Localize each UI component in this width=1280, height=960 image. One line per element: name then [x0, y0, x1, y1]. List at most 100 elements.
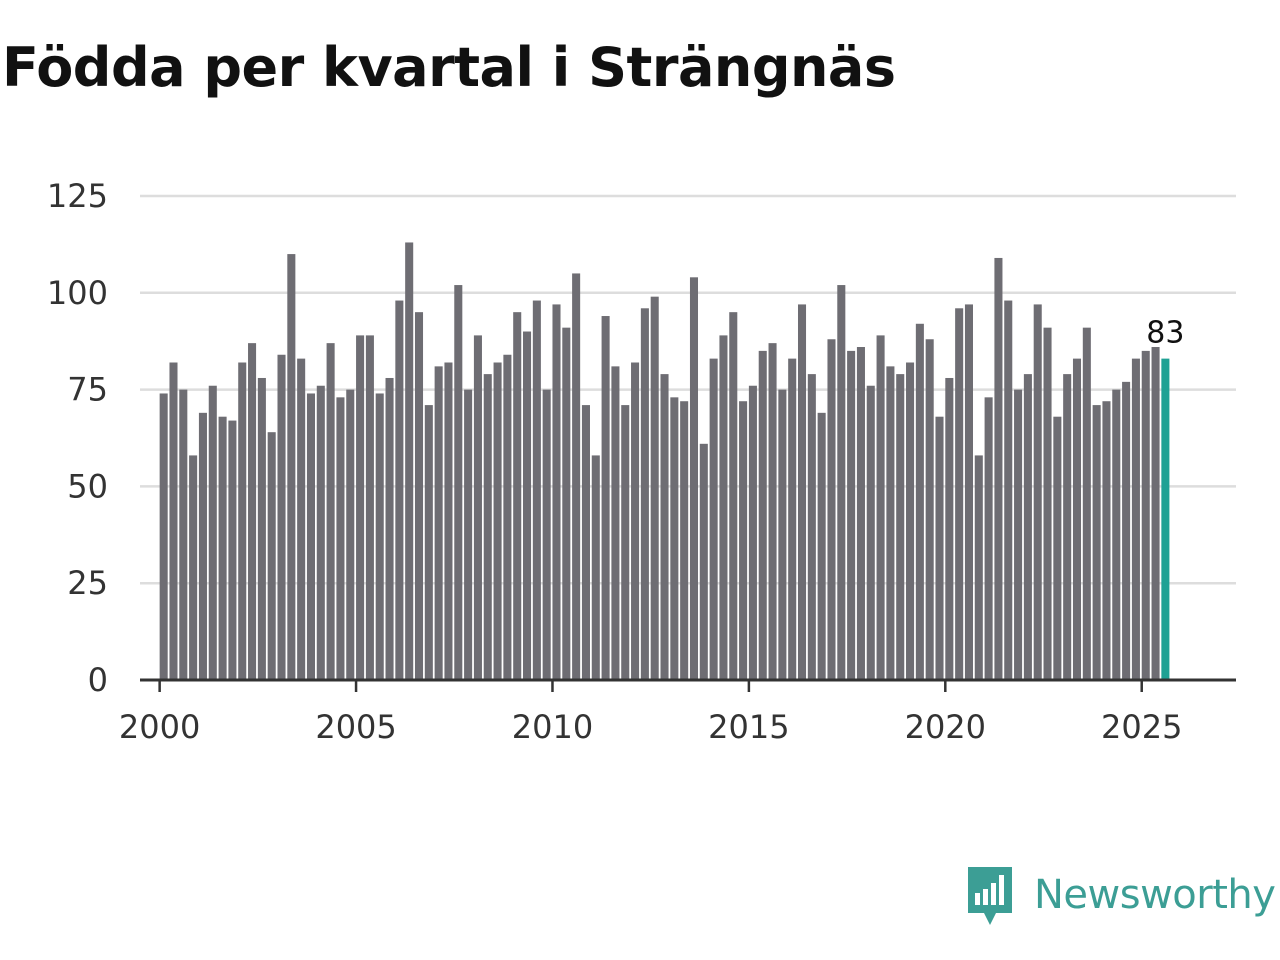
bar	[179, 389, 188, 680]
bar-series	[159, 242, 1170, 680]
bar	[454, 285, 463, 680]
bar	[650, 296, 659, 680]
bar	[218, 416, 227, 680]
bar	[228, 420, 237, 680]
bar	[581, 405, 590, 680]
bar	[1112, 389, 1121, 680]
bar	[444, 362, 453, 680]
bar	[827, 339, 836, 680]
bar	[797, 304, 807, 680]
bar	[1004, 300, 1013, 680]
bar	[1131, 358, 1140, 680]
bar	[248, 343, 257, 680]
bar	[189, 455, 198, 680]
bar	[1151, 347, 1160, 680]
bar	[915, 323, 924, 680]
bar	[1092, 405, 1101, 680]
bar	[631, 362, 640, 680]
bar	[572, 273, 581, 680]
bar	[1141, 350, 1150, 680]
bar	[483, 374, 492, 680]
bar	[513, 312, 522, 680]
bar	[748, 385, 757, 680]
bar	[1072, 358, 1082, 680]
bar	[621, 405, 630, 680]
bar	[778, 389, 787, 680]
bar	[906, 362, 915, 680]
bar	[964, 304, 973, 680]
bar	[640, 308, 649, 680]
bar	[562, 327, 571, 680]
bar	[866, 385, 875, 680]
bar	[552, 304, 561, 680]
bar	[532, 300, 541, 680]
bar	[984, 397, 993, 680]
bar	[434, 366, 443, 680]
bar	[680, 401, 689, 680]
x-tick-label: 2020	[905, 708, 986, 746]
bar	[395, 300, 404, 680]
bar	[611, 366, 620, 680]
bar	[601, 316, 610, 680]
y-tick-label: 50	[67, 467, 108, 505]
bar	[847, 350, 856, 680]
chart-title: Födda per kvartal i Strängnäs	[2, 36, 896, 99]
bar	[159, 393, 168, 680]
bar	[1053, 416, 1062, 680]
bar	[994, 257, 1003, 680]
bar	[1122, 381, 1131, 680]
bar	[257, 377, 266, 680]
bar	[1023, 374, 1032, 680]
bar	[336, 397, 345, 680]
bar	[523, 331, 532, 680]
y-tick-label: 25	[67, 564, 108, 602]
labels: 0 25 50 75 100 125 83 2000 2005 2010 2015 2020 2025	[47, 177, 1185, 746]
bar	[493, 362, 502, 680]
bar	[169, 362, 178, 680]
bar	[817, 412, 826, 680]
y-tick-label: 0	[88, 661, 108, 699]
data-label-last: 83	[1146, 316, 1184, 351]
bar	[876, 335, 885, 680]
bar	[1063, 374, 1072, 680]
bar	[729, 312, 738, 680]
bar	[856, 347, 865, 680]
newsworthy-logo-icon	[968, 867, 1012, 925]
bar	[542, 389, 551, 680]
bar	[277, 354, 286, 680]
bar	[208, 385, 217, 680]
bar	[238, 362, 247, 680]
bar	[1082, 327, 1091, 680]
bar	[758, 350, 767, 680]
x-tick-label: 2000	[119, 708, 200, 746]
bar	[1014, 389, 1023, 680]
axes	[140, 678, 1236, 692]
bar	[1102, 401, 1111, 680]
bar	[473, 335, 482, 680]
bar	[591, 455, 600, 680]
bar	[424, 405, 433, 680]
bar	[346, 389, 355, 680]
bar	[896, 374, 905, 680]
bar	[405, 242, 414, 680]
bar	[689, 277, 699, 680]
bar	[719, 335, 728, 680]
bar	[267, 432, 276, 680]
x-tick-label: 2010	[512, 708, 593, 746]
y-tick-label: 75	[67, 371, 108, 409]
x-tick-label: 2025	[1101, 708, 1182, 746]
bar	[699, 443, 708, 680]
bar	[316, 385, 325, 680]
bar	[198, 412, 207, 680]
bar-highlight	[1161, 358, 1170, 680]
brand-logo: Newsworthy	[964, 862, 1276, 928]
bar	[768, 343, 777, 680]
bar	[670, 397, 679, 680]
x-tick-label: 2005	[315, 708, 396, 746]
bar	[375, 393, 384, 680]
bar	[709, 358, 718, 680]
bar	[837, 285, 846, 680]
y-tick-label: 100	[47, 274, 108, 312]
bar	[974, 455, 983, 680]
